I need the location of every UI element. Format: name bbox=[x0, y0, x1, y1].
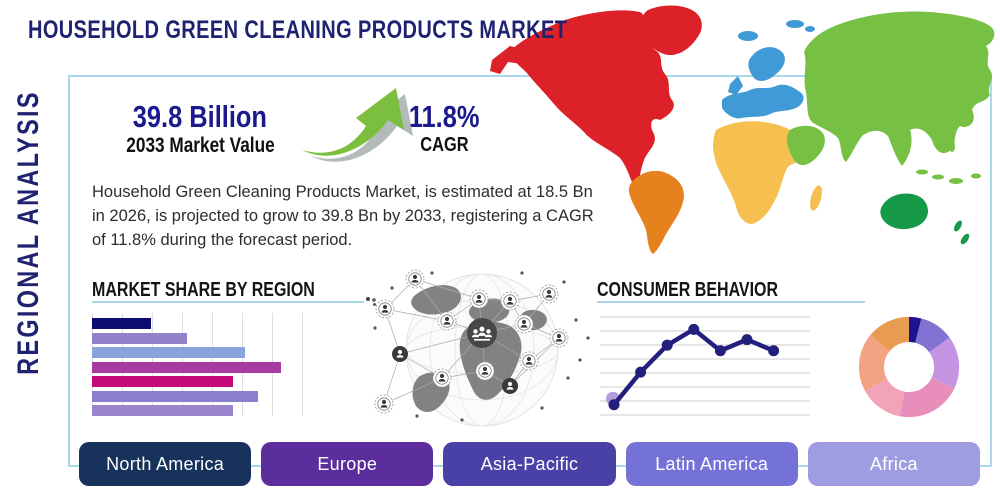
person-node-icon bbox=[540, 285, 558, 303]
region-button-asia-pacific[interactable]: Asia-Pacific bbox=[443, 442, 616, 486]
world-map bbox=[490, 5, 995, 254]
cagr-stat: 11.8% bbox=[408, 99, 480, 134]
consumer-behavior-title: CONSUMER BEHAVIOR bbox=[597, 279, 779, 301]
person-node-icon bbox=[515, 315, 533, 333]
region-button-latin-america[interactable]: Latin America bbox=[625, 442, 798, 486]
line-data-point bbox=[635, 366, 647, 378]
underline-dot bbox=[373, 303, 376, 306]
continent-madagascar bbox=[810, 185, 822, 211]
line-data-point bbox=[714, 345, 726, 357]
page-title: HOUSEHOLD GREEN CLEANING PRODUCTS MARKET bbox=[28, 16, 568, 44]
person-node-icon bbox=[476, 362, 494, 380]
continent-arctic-isles-2 bbox=[805, 26, 815, 32]
continent-japan bbox=[932, 76, 944, 96]
donut-slice-4 bbox=[899, 377, 955, 418]
person-node-icon bbox=[501, 292, 519, 310]
underline-dot bbox=[366, 297, 370, 301]
line-data-point bbox=[688, 323, 700, 335]
continent-south-america bbox=[628, 170, 684, 254]
person-node-icon bbox=[520, 352, 538, 370]
continent-new-zealand-1 bbox=[954, 220, 962, 232]
region-donut-chart bbox=[858, 316, 960, 418]
consumer-behavior-underline bbox=[597, 301, 865, 303]
continent-north-america bbox=[511, 10, 674, 190]
people-group-badge-icon bbox=[467, 318, 497, 348]
person-node-icon bbox=[433, 369, 451, 387]
continent-arctic-isles bbox=[786, 20, 804, 28]
bar-region-6 bbox=[92, 390, 258, 402]
continent-australia bbox=[880, 193, 928, 230]
person-node-icon bbox=[438, 312, 456, 330]
person-node-icon bbox=[470, 290, 488, 308]
line-data-point bbox=[608, 399, 620, 411]
continent-arabia bbox=[787, 125, 825, 166]
globe-network-graphic bbox=[372, 268, 590, 427]
donut-slice-3 bbox=[929, 337, 960, 389]
bar-region-3 bbox=[92, 347, 246, 358]
market-share-bar-chart bbox=[92, 313, 304, 416]
side-vertical-label: REGIONAL ANALYSIS bbox=[12, 90, 45, 375]
cagr-label: CAGR bbox=[419, 134, 469, 156]
bar-region-1 bbox=[92, 318, 151, 329]
bar-region-7 bbox=[92, 405, 233, 416]
bar-region-5 bbox=[92, 376, 233, 387]
network-lines bbox=[383, 278, 560, 405]
market-value-stat: 39.8 Billion bbox=[132, 99, 268, 134]
region-button-africa[interactable]: Africa bbox=[807, 442, 981, 486]
donut-slice-2 bbox=[915, 318, 950, 353]
person-node-dark-icon bbox=[502, 378, 518, 394]
region-buttons-row: North America Europe Asia-Pacific Latin Ame… bbox=[79, 442, 981, 486]
growth-arrow-icon bbox=[302, 88, 413, 162]
continent-greenland bbox=[641, 5, 702, 56]
continent-asia bbox=[804, 11, 995, 167]
continent-scandinavia bbox=[748, 47, 785, 81]
donut-slice-1 bbox=[909, 316, 922, 343]
market-description: Household Green Cleaning Products Market… bbox=[92, 183, 594, 249]
continent-indonesia-4 bbox=[971, 173, 981, 179]
market-share-title: MARKET SHARE BY REGION bbox=[92, 279, 315, 301]
continent-africa bbox=[713, 121, 806, 224]
continent-indonesia-1 bbox=[916, 169, 928, 175]
continent-alaska bbox=[490, 46, 526, 74]
person-node-icon bbox=[375, 395, 393, 413]
consumer-behavior-line-chart bbox=[600, 316, 810, 416]
donut-slice-5 bbox=[865, 379, 905, 417]
continent-uk bbox=[728, 76, 743, 95]
person-node-icon bbox=[406, 270, 424, 288]
person-node-icon bbox=[376, 300, 394, 318]
continent-indonesia-3 bbox=[949, 178, 963, 184]
person-node-icon bbox=[550, 329, 568, 347]
bar-region-4 bbox=[92, 361, 281, 373]
person-node-dark-icon bbox=[392, 346, 408, 362]
bar-region-2 bbox=[92, 332, 187, 344]
continent-indonesia-2 bbox=[932, 174, 944, 180]
market-value-label: 2033 Market Value bbox=[126, 134, 275, 157]
continent-europe bbox=[722, 84, 804, 119]
continent-philippines bbox=[949, 140, 955, 152]
donut-slice-7 bbox=[870, 316, 909, 352]
continent-new-zealand-2 bbox=[960, 233, 970, 245]
region-button-north-america[interactable]: North America bbox=[79, 442, 252, 486]
line-data-point bbox=[741, 334, 753, 346]
line-data-point bbox=[661, 339, 673, 351]
donut-slice-6 bbox=[858, 335, 890, 392]
line-data-point bbox=[768, 345, 780, 357]
region-button-europe[interactable]: Europe bbox=[261, 442, 434, 486]
continent-japan-2 bbox=[940, 96, 952, 108]
market-share-underline bbox=[92, 301, 364, 303]
continent-iceland bbox=[738, 31, 758, 41]
